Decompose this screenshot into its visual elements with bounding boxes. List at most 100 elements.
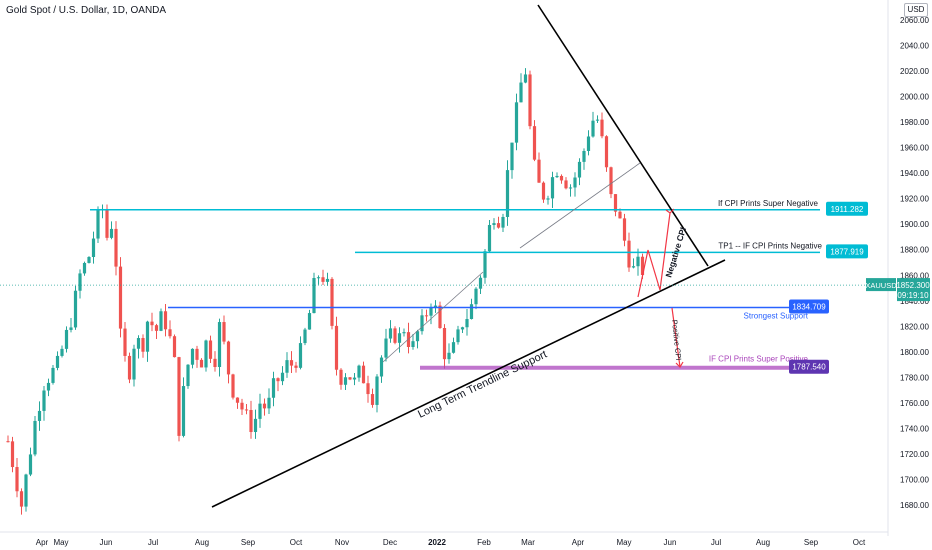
time-axis: Apr May Jun Jul Aug Sep Oct Nov Dec 2022 Feb Mar Apr… (0, 531, 888, 547)
time-tick-label: 2022 (428, 538, 446, 547)
candle-body (46, 382, 51, 391)
candle-body (600, 119, 604, 137)
candle-body (622, 218, 627, 241)
level-label: IF CPI Prints Super Positive (709, 355, 809, 364)
price-tick-label: 1880.00 (900, 246, 929, 255)
candle-body (6, 441, 10, 443)
positive-cpi-annotation: Positive CPI (670, 319, 683, 361)
candle-body (528, 74, 532, 127)
time-tick-label: Sep (804, 538, 819, 547)
candle-body (190, 348, 195, 365)
time-tick-label: Aug (195, 538, 209, 547)
candle-body (573, 177, 577, 188)
candle-body (510, 142, 514, 171)
negative-cpi-arrow-head (665, 208, 675, 214)
candle-body (613, 194, 618, 212)
candles (6, 68, 645, 515)
candle-body (393, 328, 397, 343)
price-tag-box (789, 299, 829, 314)
candle-body (523, 74, 528, 83)
candle-body (150, 321, 154, 326)
candle-body (105, 208, 109, 238)
time-tick-label: Jul (148, 538, 158, 547)
candle-body (262, 403, 267, 409)
price-tag-value: 1877.919 (830, 247, 864, 256)
candle-body (186, 364, 190, 387)
candle-body (384, 338, 388, 358)
candle-body (249, 409, 253, 433)
time-tick-label: Oct (853, 538, 866, 547)
candle-body (352, 377, 357, 380)
candle-body (10, 441, 15, 468)
candle-body (127, 355, 132, 380)
candle-body (424, 315, 429, 317)
candle-body (82, 262, 87, 274)
candle-body (55, 355, 60, 368)
candle-body (96, 209, 100, 239)
candle-body (172, 336, 177, 358)
candle-body (631, 266, 636, 268)
channel-line-2 (519, 162, 641, 249)
price-tick-label: 1860.00 (900, 271, 929, 280)
trendline-annotation: Long Term Trendline Support (416, 348, 549, 420)
candle-body (402, 332, 406, 334)
candle-body (145, 321, 150, 352)
candle-body (240, 402, 244, 410)
level-label: If CPI Prints Super Negative (718, 199, 819, 208)
candle-body (559, 175, 564, 181)
price-tag-value: 1787.540 (792, 363, 826, 372)
candle-body (267, 397, 271, 409)
time-tick-label: Jul (711, 538, 721, 547)
candle-body (226, 341, 231, 375)
time-tick-label: Aug (756, 538, 770, 547)
candle-body (42, 390, 46, 411)
candle-body (618, 211, 622, 219)
candle-body (303, 329, 307, 344)
candle-body (388, 328, 393, 339)
candle-body (181, 386, 186, 436)
candle-body (474, 288, 478, 305)
candle-body (280, 372, 285, 382)
candle-body (253, 418, 258, 433)
candle-body (159, 311, 163, 331)
candle-body (442, 327, 447, 360)
candle-body (321, 277, 325, 282)
candle-body (595, 119, 600, 121)
price-axis: 1680.00 1700.00 1720.00 1740.00 1760.00 1780.… (887, 0, 929, 536)
candle-body (231, 374, 235, 398)
candle-body (163, 311, 168, 330)
chart-title: Gold Spot / U.S. Dollar, 1D, OANDA (6, 5, 167, 16)
price-tick-label: 1740.00 (900, 424, 929, 433)
symbol-tag-box (866, 278, 896, 292)
candle-body (609, 167, 613, 195)
candle-body (87, 257, 91, 263)
candle-body (330, 278, 334, 326)
candle-body (316, 277, 321, 279)
price-tick-label: 1840.00 (900, 297, 929, 306)
time-tick-label: Sep (241, 538, 256, 547)
horizontal-levels (90, 209, 820, 370)
price-tick-label: 1780.00 (900, 373, 929, 382)
candle-body (546, 198, 550, 200)
candle-body (24, 474, 28, 507)
candle-body (334, 325, 339, 370)
time-tick-label: Jun (100, 538, 113, 547)
candle-body (64, 329, 69, 349)
candle-body (379, 357, 384, 377)
candle-body (465, 319, 469, 328)
time-tick-label: Mar (521, 538, 535, 547)
positive-cpi-arrow (671, 307, 681, 368)
price-tag-value: 1834.709 (792, 303, 826, 312)
currency-label[interactable]: USD (904, 3, 928, 17)
candle-body (285, 360, 289, 373)
candle-body (118, 266, 123, 329)
annotations: If CPI Prints Super Negative TP1 -- IF CP… (416, 199, 822, 421)
candle-body (276, 378, 280, 382)
candle-body (208, 340, 213, 359)
candle-body (532, 126, 537, 160)
candle-body (132, 348, 136, 380)
candle-body (555, 175, 559, 178)
candle-body (357, 365, 361, 378)
